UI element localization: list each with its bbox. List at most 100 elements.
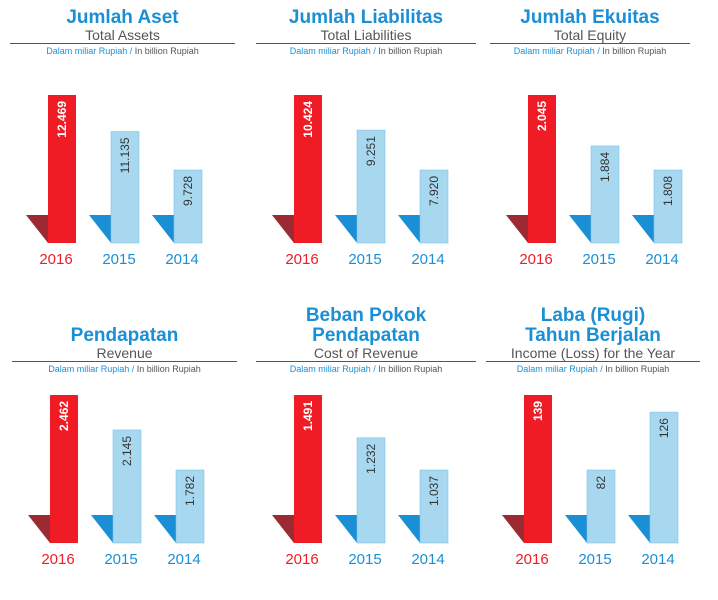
- unit-note-en: In billion Rupiah: [378, 364, 443, 374]
- bar-2016: [294, 95, 322, 243]
- bar-2016: [50, 395, 78, 543]
- chart-panel: Pendapatan Revenue Dalam miliar Rupiah / I…: [12, 300, 237, 600]
- bar-2016: [294, 395, 322, 543]
- chart-subtitle: Income (Loss) for the Year: [510, 345, 676, 361]
- bar-2014: [419, 469, 449, 544]
- bar-2014: [653, 169, 683, 244]
- chart-title: Jumlah Ekuitas: [520, 7, 660, 28]
- bar-shadow: [272, 515, 294, 543]
- bar-chart: 2.045 2016 1.884 2015 1.808 2014: [506, 95, 683, 268]
- year-label: 2015: [102, 251, 135, 268]
- bar-value-label: 10.424: [301, 101, 315, 138]
- bar-shadow: [632, 215, 654, 243]
- bar-value-label: 7.920: [427, 176, 441, 206]
- title-divider: [256, 361, 476, 362]
- bar-shadow: [569, 215, 591, 243]
- unit-note-id: Dalam miliar Rupiah /: [46, 46, 135, 56]
- unit-note: Dalam miliar Rupiah / In billion Rupiah: [486, 364, 700, 375]
- chart-panel: Jumlah Aset Total Assets Dalam miliar Rupi…: [10, 0, 235, 300]
- year-label: 2015: [578, 551, 611, 568]
- bar-value-label: 9.251: [364, 136, 378, 166]
- bar-2015: [110, 131, 140, 244]
- bar-value-label: 1.884: [598, 152, 612, 182]
- bar-shadow: [154, 515, 176, 543]
- unit-note: Dalam miliar Rupiah / In billion Rupiah: [12, 364, 237, 375]
- bar-shadow: [28, 515, 50, 543]
- bar-2016: [524, 395, 552, 543]
- bar-value-label: 139: [531, 401, 545, 421]
- bar-2015: [112, 429, 142, 544]
- chart-title: Beban Pokok: [305, 305, 427, 326]
- bar-chart: 12.469 2016 11.135 2015 9.728 2014: [26, 95, 203, 268]
- unit-note-en: In billion Rupiah: [602, 46, 667, 56]
- title-divider: [256, 43, 476, 44]
- unit-note-id: Dalam miliar Rupiah /: [289, 364, 379, 374]
- bar-2014: [419, 169, 449, 244]
- year-label: 2014: [411, 251, 444, 268]
- year-label: 2016: [515, 551, 548, 568]
- bar-2016: [48, 95, 76, 243]
- chart-subtitle: Total Assets: [85, 27, 160, 43]
- bar-value-label: 12.469: [55, 101, 69, 138]
- bar-shadow: [89, 215, 111, 243]
- bar-chart: 1.491 2016 1.232 2015 1.037 2014: [272, 395, 449, 568]
- year-label: 2014: [167, 551, 200, 568]
- bar-2014: [173, 169, 203, 244]
- bar-shadow: [628, 515, 650, 543]
- chart-title: Laba (Rugi): [540, 305, 646, 326]
- bar-value-label: 126: [657, 418, 671, 438]
- title-divider: [486, 361, 700, 362]
- title-divider: [10, 43, 235, 44]
- chart-title: Jumlah Aset: [66, 7, 179, 28]
- chart-panel: Beban Pokok Pendapatan Cost of Revenue Dala…: [256, 300, 476, 600]
- chart-subtitle: Revenue: [96, 345, 153, 361]
- chart-panel: Jumlah Ekuitas Total Equity Dalam miliar R…: [490, 0, 690, 300]
- year-label: 2015: [104, 551, 137, 568]
- bar-value-label: 9.728: [181, 176, 195, 206]
- unit-note: Dalam miliar Rupiah / In billion Rupiah: [256, 364, 476, 375]
- bar-chart: 10.424 2016 9.251 2015 7.920 2014: [272, 95, 449, 268]
- chart-subtitle: Cost of Revenue: [313, 345, 419, 361]
- year-label: 2014: [411, 551, 444, 568]
- chart-panel: Jumlah Liabilitas Total Liabilities Dalam …: [256, 0, 476, 300]
- unit-note-id: Dalam miliar Rupiah /: [289, 46, 379, 56]
- bar-2016: [528, 95, 556, 243]
- bar-2014: [175, 469, 205, 544]
- unit-note-en: In billion Rupiah: [378, 46, 443, 56]
- bar-shadow: [506, 215, 528, 243]
- unit-note-id: Dalam miliar Rupiah /: [513, 46, 603, 56]
- year-label: 2014: [645, 251, 678, 268]
- year-label: 2015: [582, 251, 615, 268]
- year-label: 2014: [641, 551, 674, 568]
- chart-title: Tahun Berjalan: [525, 325, 661, 346]
- unit-note-id: Dalam miliar Rupiah /: [516, 364, 606, 374]
- bar-shadow: [335, 515, 357, 543]
- bar-value-label: 1.491: [301, 401, 315, 431]
- year-label: 2015: [348, 551, 381, 568]
- bar-value-label: 2.462: [57, 401, 71, 431]
- bar-shadow: [91, 515, 113, 543]
- bar-value-label: 1.782: [183, 476, 197, 506]
- chart-panel: Laba (Rugi) Tahun Berjalan Income (Loss) f…: [486, 300, 700, 600]
- unit-note-en: In billion Rupiah: [605, 364, 670, 374]
- bar-shadow: [502, 515, 524, 543]
- year-label: 2016: [39, 251, 72, 268]
- unit-note-en: In billion Rupiah: [136, 364, 201, 374]
- bar-2015: [356, 437, 386, 544]
- bar-value-label: 82: [594, 476, 608, 490]
- bar-shadow: [398, 215, 420, 243]
- year-label: 2016: [519, 251, 552, 268]
- bar-chart: 2.462 2016 2.145 2015 1.782 2014: [28, 395, 205, 568]
- unit-note: Dalam miliar Rupiah / In billion Rupiah: [10, 46, 235, 57]
- chart-subtitle: Total Equity: [553, 27, 627, 43]
- bar-shadow: [335, 215, 357, 243]
- chart-subtitle: Total Liabilities: [320, 27, 412, 43]
- year-label: 2016: [285, 551, 318, 568]
- bar-chart: 139 2016 82 2015 126 2014: [502, 395, 679, 568]
- unit-note-en: In billion Rupiah: [134, 46, 199, 56]
- bar-value-label: 2.045: [535, 101, 549, 131]
- chart-title: Pendapatan: [70, 325, 179, 346]
- bar-shadow: [26, 215, 48, 243]
- title-divider: [490, 43, 690, 44]
- year-label: 2016: [285, 251, 318, 268]
